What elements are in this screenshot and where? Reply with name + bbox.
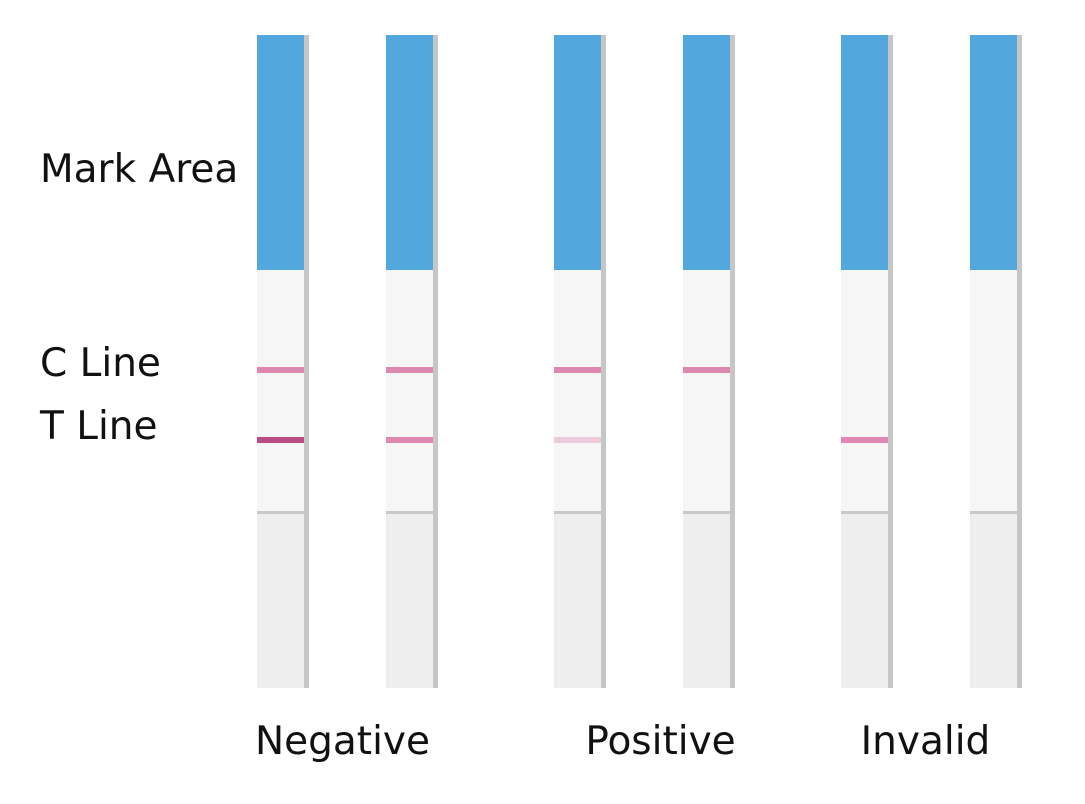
- group-label-positive: Positive: [585, 719, 736, 764]
- c-line-label: C Line: [40, 341, 161, 386]
- sample-pad: [257, 512, 304, 688]
- result-window: [257, 270, 304, 512]
- test-strip-5: [841, 35, 893, 688]
- strip-edge-shadow: [1017, 35, 1022, 688]
- group-label-negative: Negative: [254, 719, 431, 764]
- test-strip-1: [257, 35, 309, 688]
- t-line-mark: [554, 437, 601, 443]
- test-strip-3: [554, 35, 606, 688]
- t-line-label: T Line: [40, 404, 158, 449]
- strip-edge-shadow: [730, 35, 735, 688]
- c-line-mark: [386, 367, 433, 373]
- result-window: [841, 270, 888, 512]
- mark-area: [386, 35, 433, 270]
- strip-edge-shadow: [888, 35, 893, 688]
- pad-separator: [841, 511, 888, 514]
- c-line-mark: [554, 367, 601, 373]
- pad-separator: [386, 511, 433, 514]
- c-line-mark: [257, 367, 304, 373]
- pad-separator: [554, 511, 601, 514]
- test-strip-2: [386, 35, 438, 688]
- c-line-mark: [683, 367, 730, 373]
- mark-area: [257, 35, 304, 270]
- sample-pad: [683, 512, 730, 688]
- result-window: [386, 270, 433, 512]
- mark-area: [683, 35, 730, 270]
- mark-area-label: Mark Area: [40, 147, 239, 192]
- pad-separator: [683, 511, 730, 514]
- result-window: [554, 270, 601, 512]
- mark-area: [841, 35, 888, 270]
- sample-pad: [386, 512, 433, 688]
- group-label-invalid: Invalid: [860, 719, 991, 764]
- test-strip-6: [970, 35, 1022, 688]
- result-window: [970, 270, 1017, 512]
- pad-separator: [257, 511, 304, 514]
- strip-edge-shadow: [433, 35, 438, 688]
- test-strip-4: [683, 35, 735, 688]
- strip-edge-shadow: [601, 35, 606, 688]
- result-window: [683, 270, 730, 512]
- pad-separator: [970, 511, 1017, 514]
- sample-pad: [841, 512, 888, 688]
- sample-pad: [970, 512, 1017, 688]
- strip-edge-shadow: [304, 35, 309, 688]
- mark-area: [970, 35, 1017, 270]
- t-line-mark: [257, 437, 304, 443]
- t-line-mark: [841, 437, 888, 443]
- mark-area: [554, 35, 601, 270]
- sample-pad: [554, 512, 601, 688]
- t-line-mark: [386, 437, 433, 443]
